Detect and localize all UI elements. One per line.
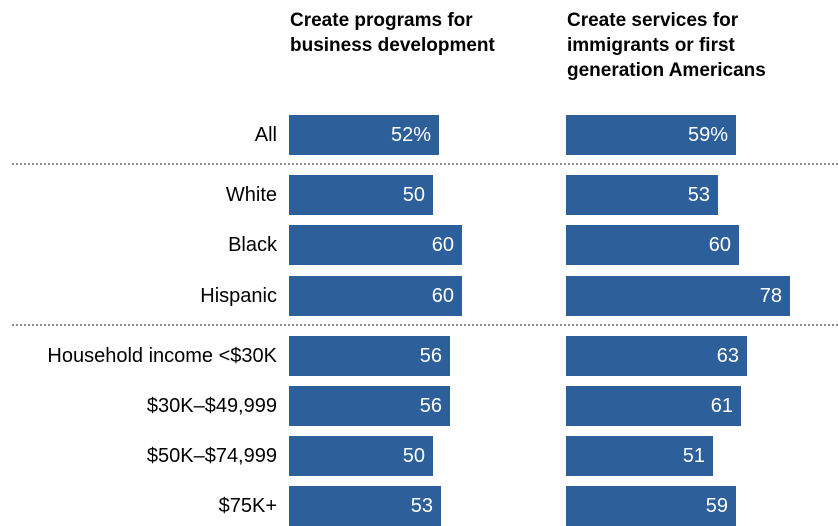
bar-value-label: 60 xyxy=(708,234,731,256)
bar-series2-white: 53 xyxy=(566,175,718,215)
row-label-75k: $75K+ xyxy=(218,495,277,517)
bar-value-label: 63 xyxy=(716,345,739,367)
bar-series2-all: 59% xyxy=(566,115,736,155)
row-label-50k-74-999: $50K–$74,999 xyxy=(146,445,277,467)
bar-value-label: 51 xyxy=(682,445,705,467)
bar-value-label: 52% xyxy=(390,124,431,146)
bar-series1-30k-49-999: 56 xyxy=(289,386,450,426)
row-label-hispanic: Hispanic xyxy=(200,285,277,307)
bar-series1-75k: 53 xyxy=(289,486,441,526)
panel-title-immigrant-services: Create services for immigrants or first … xyxy=(567,10,766,81)
bar-series2-50k-74-999: 51 xyxy=(566,436,713,476)
bar-value-label: 50 xyxy=(402,184,425,206)
bar-value-label: 50 xyxy=(402,445,425,467)
bar-value-label: 60 xyxy=(431,234,454,256)
bar-series1-household-income-30k: 56 xyxy=(289,336,450,376)
group-divider-2 xyxy=(12,324,838,326)
bar-series2-75k: 59 xyxy=(566,486,736,526)
bar-series1-50k-74-999: 50 xyxy=(289,436,433,476)
row-label-white: White xyxy=(225,184,277,206)
bar-series2-30k-49-999: 61 xyxy=(566,386,741,426)
bar-series2-black: 60 xyxy=(566,225,739,265)
bar-series2-hispanic: 78 xyxy=(566,276,790,316)
row-label-all: All xyxy=(254,124,277,146)
row-label-30k-49-999: $30K–$49,999 xyxy=(146,395,277,417)
bar-value-label: 53 xyxy=(410,495,433,517)
row-label-black: Black xyxy=(228,234,277,256)
bar-value-label: 53 xyxy=(687,184,710,206)
panel-title-business-development: Create programs for business development xyxy=(290,10,495,56)
bar-value-label: 61 xyxy=(710,395,733,417)
bar-value-label: 60 xyxy=(431,285,454,307)
bar-series1-all: 52% xyxy=(289,115,439,155)
bar-value-label: 56 xyxy=(419,345,442,367)
bar-value-label: 78 xyxy=(759,285,782,307)
bar-series2-household-income-30k: 63 xyxy=(566,336,747,376)
bar-series1-hispanic: 60 xyxy=(289,276,462,316)
bar-value-label: 56 xyxy=(419,395,442,417)
group-divider-1 xyxy=(12,163,838,165)
bar-value-label: 59 xyxy=(705,495,728,517)
bar-value-label: 59% xyxy=(687,124,728,146)
bar-series1-white: 50 xyxy=(289,175,433,215)
bar-series1-black: 60 xyxy=(289,225,462,265)
row-label-household-income-30k: Household income <$30K xyxy=(47,345,277,367)
